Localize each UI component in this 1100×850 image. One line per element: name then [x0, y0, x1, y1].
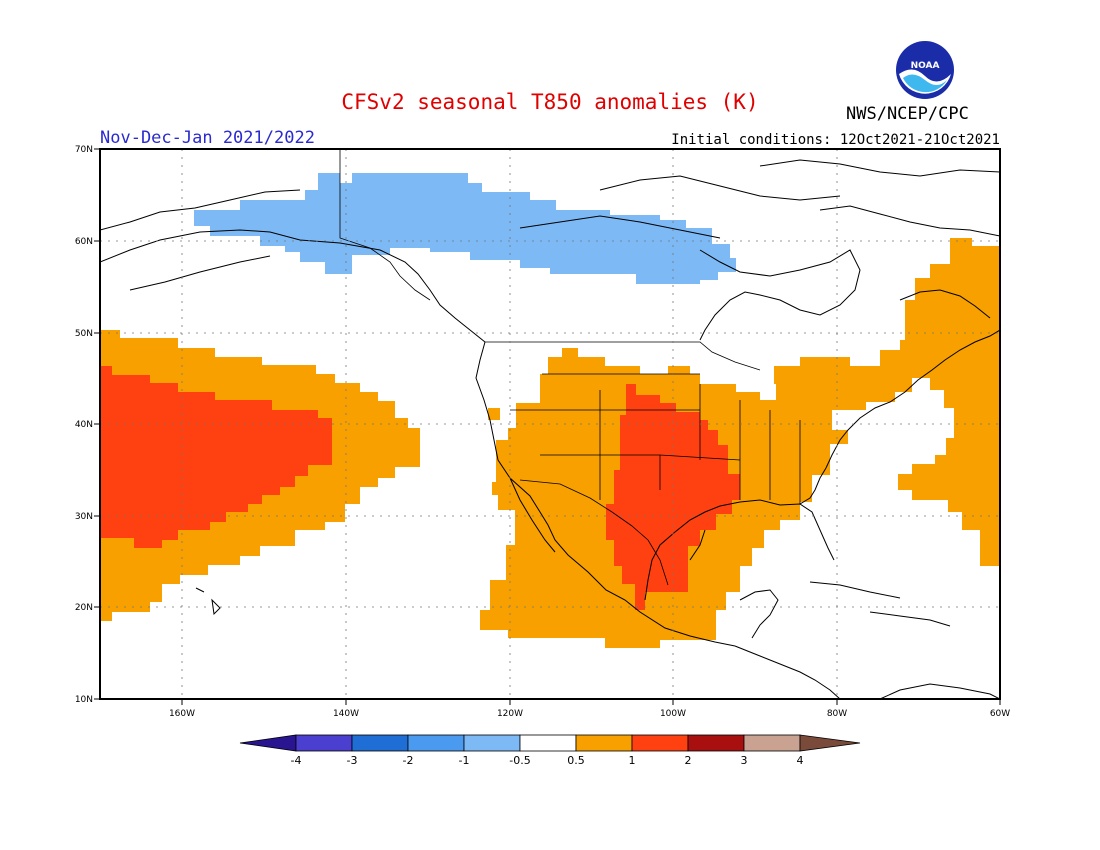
map-grid — [100, 149, 1000, 699]
strong-positive-anomaly-southern-plains — [606, 384, 740, 610]
colorbar-bin — [239, 734, 297, 752]
anomaly-speck — [488, 408, 500, 420]
lat-label-40n: 40N — [75, 420, 93, 430]
colorbar-tick: 2 — [685, 754, 692, 767]
lon-label-100w: 100W — [660, 709, 686, 719]
colorbar-tick: 3 — [741, 754, 748, 767]
negative-anomaly-alaska — [194, 173, 736, 284]
colorbar-bin — [463, 734, 521, 752]
noaa-logo-icon: NOAA — [896, 41, 954, 99]
colorbar-bin — [295, 734, 353, 752]
lat-label-50n: 50N — [75, 329, 93, 339]
colorbar-bin — [687, 734, 745, 752]
colorbar-tick: -0.5 — [509, 754, 530, 767]
lon-label-80w: 80W — [827, 709, 847, 719]
forecast-period: Nov-Dec-Jan 2021/2022 — [100, 128, 315, 148]
colorbar-tick: 4 — [797, 754, 804, 767]
colorbar-tick: -4 — [291, 754, 302, 767]
colorbar-tick: -2 — [403, 754, 414, 767]
lat-label-20n: 20N — [75, 603, 93, 613]
colorbar-tick: -3 — [347, 754, 358, 767]
coastlines — [100, 159, 1000, 699]
strong-positive-anomaly-pacific — [100, 366, 332, 548]
colorbar-bin — [575, 734, 633, 752]
colorbar-bin — [799, 734, 861, 752]
lat-label-60n: 60N — [75, 237, 93, 247]
colorbar-bin — [519, 734, 577, 752]
colorbar-bin — [407, 734, 465, 752]
lat-label-10n: 10N — [75, 695, 93, 705]
colorbar-bin — [743, 734, 801, 752]
lon-label-140w: 140W — [333, 709, 359, 719]
lon-label-160w: 160W — [169, 709, 195, 719]
map-title: CFSv2 seasonal T850 anomalies (K) — [341, 90, 759, 114]
svg-text:NOAA: NOAA — [911, 61, 940, 71]
initial-conditions: Initial conditions: 12Oct2021-21Oct2021 — [671, 132, 1000, 148]
colorbar-bin — [631, 734, 689, 752]
colorbar-tick: -1 — [459, 754, 470, 767]
lat-label-30n: 30N — [75, 512, 93, 522]
lon-label-60w: 60W — [990, 709, 1010, 719]
axis-ticks — [94, 148, 1001, 705]
lat-label-70n: 70N — [75, 145, 93, 155]
lon-label-120w: 120W — [497, 709, 523, 719]
colorbar-bin — [351, 734, 409, 752]
agency-label: NWS/NCEP/CPC — [846, 104, 969, 124]
colorbar — [239, 734, 861, 752]
colorbar-tick: 1 — [629, 754, 636, 767]
colorbar-tick: 0.5 — [567, 754, 585, 767]
